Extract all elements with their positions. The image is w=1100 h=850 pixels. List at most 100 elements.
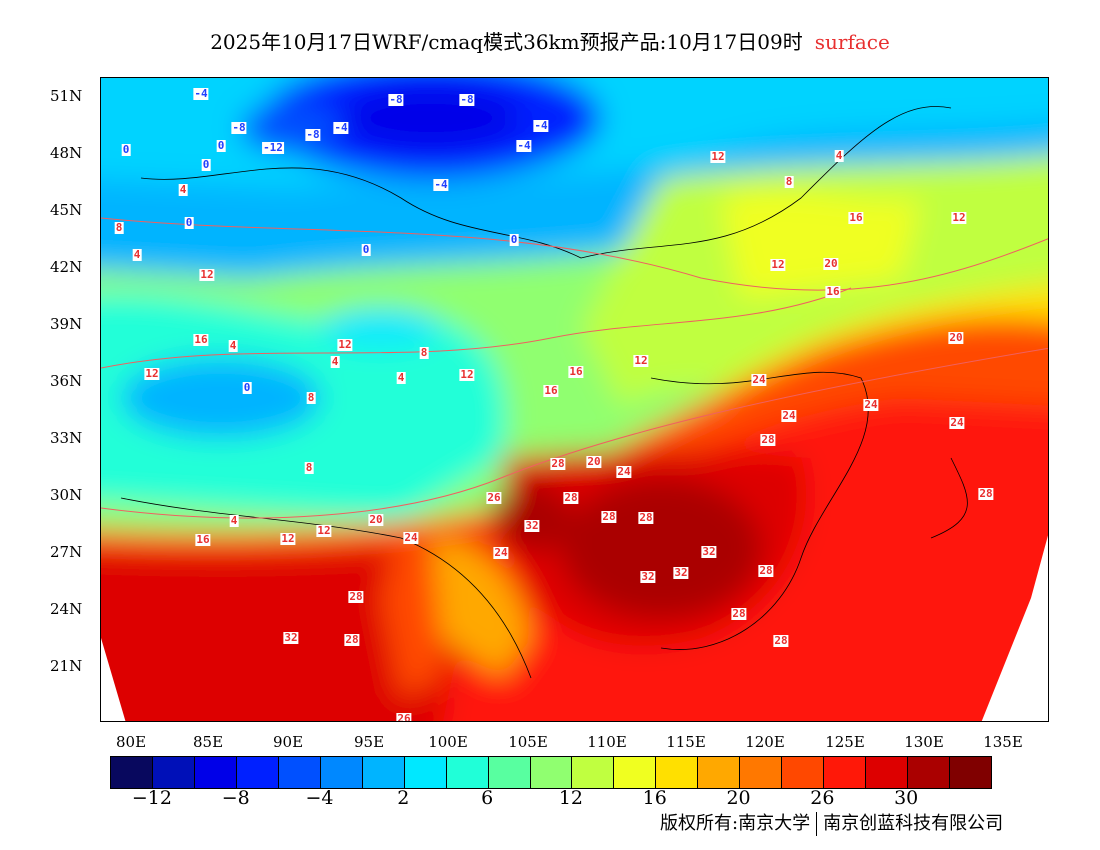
copyright-right: 南京创蓝科技有限公司 [823,813,1004,834]
contour-label: 8 [304,461,314,474]
contour-label: 12 [459,368,475,381]
contour-label: 32 [673,566,689,579]
colorbar-swatch [740,757,783,788]
contour-label: 12 [144,367,160,380]
colorbar-swatch [908,757,951,788]
contour-label: 20 [823,257,839,270]
colorbar-swatch [278,757,321,788]
contour-label: 0 [201,158,211,171]
contour-label: -12 [262,141,284,154]
lat-label: 30N [50,486,83,504]
colorbar-label: −8 [221,787,250,809]
contour-label: 0 [184,216,194,229]
contour-label: 24 [781,409,797,422]
lat-label: 45N [50,201,83,219]
lon-label: 130E [904,733,944,751]
colorbar-swatch [656,757,699,788]
lon-label: 85E [192,733,224,751]
colorbar-label: 12 [558,787,584,809]
colorbar-label: 2 [397,787,410,809]
colorbar-label: 16 [642,787,667,809]
contour-label: 26 [396,713,412,721]
contour-label: 4 [396,371,406,384]
contour-label: 32 [701,545,717,558]
lat-label: 39N [50,315,83,333]
colorbar-swatch [362,757,405,788]
contour-label: 20 [368,513,384,526]
colorbar-label: −12 [131,787,172,809]
colorbar-swatch [488,757,531,788]
lon-label: 125E [825,733,865,751]
contour-label: 16 [825,285,841,298]
contour-label: 32 [640,570,656,583]
colorbar-swatch [111,757,153,788]
map-title: 2025年10月17日WRF/cmaq模式36km预报产品:10月17日09时 s… [0,26,1100,55]
colorbar-swatch [698,757,741,788]
contour-label: 8 [114,221,124,234]
contour-label: 24 [949,416,965,429]
colorbar-swatch [530,757,573,788]
colorbar-swatch [236,757,279,788]
contour-label: 24 [863,398,879,411]
contour-label: 32 [524,519,540,532]
contour-label: -8 [231,121,247,134]
variable-label: surface [814,30,890,54]
contour-label: 28 [773,634,789,647]
contour-label: 20 [948,331,964,344]
contour-label: 12 [316,524,332,537]
contour-label: 20 [586,455,602,468]
contour-label: 12 [770,258,786,271]
contour-label: 24 [616,465,632,478]
colorbar-swatch [194,757,237,788]
contour-label: 0 [242,381,252,394]
colorbar-swatch [320,757,363,788]
colorbar-swatch [866,757,909,788]
contour-label: 12 [710,150,726,163]
contour-label: 28 [978,487,994,500]
contour-label: 8 [784,175,794,188]
lon-label: 90E [272,733,304,751]
lat-label: 48N [50,144,83,162]
contour-label: -4 [333,121,349,134]
colorbar-swatch [950,757,992,788]
contour-label: 12 [280,532,296,545]
temperature-field [101,78,1048,721]
colorbar-swatch [782,757,825,788]
colorbar-label: 30 [894,787,919,809]
contour-label: 28 [344,633,360,646]
contour-label: 24 [751,373,767,386]
contour-label: 16 [543,384,559,397]
contour-label: -8 [459,93,475,106]
contour-label: 12 [337,338,353,351]
contour-label: 26 [486,491,502,504]
contour-label: 16 [848,211,864,224]
lat-label: 27N [50,543,83,561]
contour-label: -4 [516,139,532,152]
lon-label: 115E [666,733,706,751]
lat-label: 24N [50,600,83,618]
contour-label: 4 [228,339,238,352]
contour-label: 12 [951,211,967,224]
contour-label: 16 [568,365,584,378]
temperature-map: -4 -8 -8 -8 -4 -4 -12 -8 -4 -4 0 0 0 0 0 0 4 4 8 12 12 8 4 12 16… [100,77,1049,722]
colorbar-label: 6 [481,787,494,809]
colorbar-swatch [152,757,195,788]
contour-label: 32 [283,631,299,644]
contour-label: 0 [216,139,226,152]
colorbar-swatch [404,757,447,788]
contour-label: 12 [199,268,215,281]
lat-label: 42N [50,258,83,276]
contour-label: 28 [550,457,566,470]
contour-label: 4 [132,248,142,261]
lon-label: 120E [745,733,785,751]
lat-label: 36N [50,372,83,390]
contour-label: 28 [638,511,654,524]
contour-label: 16 [193,333,209,346]
colorbar-swatch [572,757,615,788]
contour-label: 0 [361,243,371,256]
copyright-left: 版权所有:南京大学 [660,813,811,834]
contour-label: -8 [388,93,404,106]
contour-label: 28 [348,590,364,603]
lat-label: 51N [50,87,83,105]
colorbar-label: 26 [810,787,835,809]
